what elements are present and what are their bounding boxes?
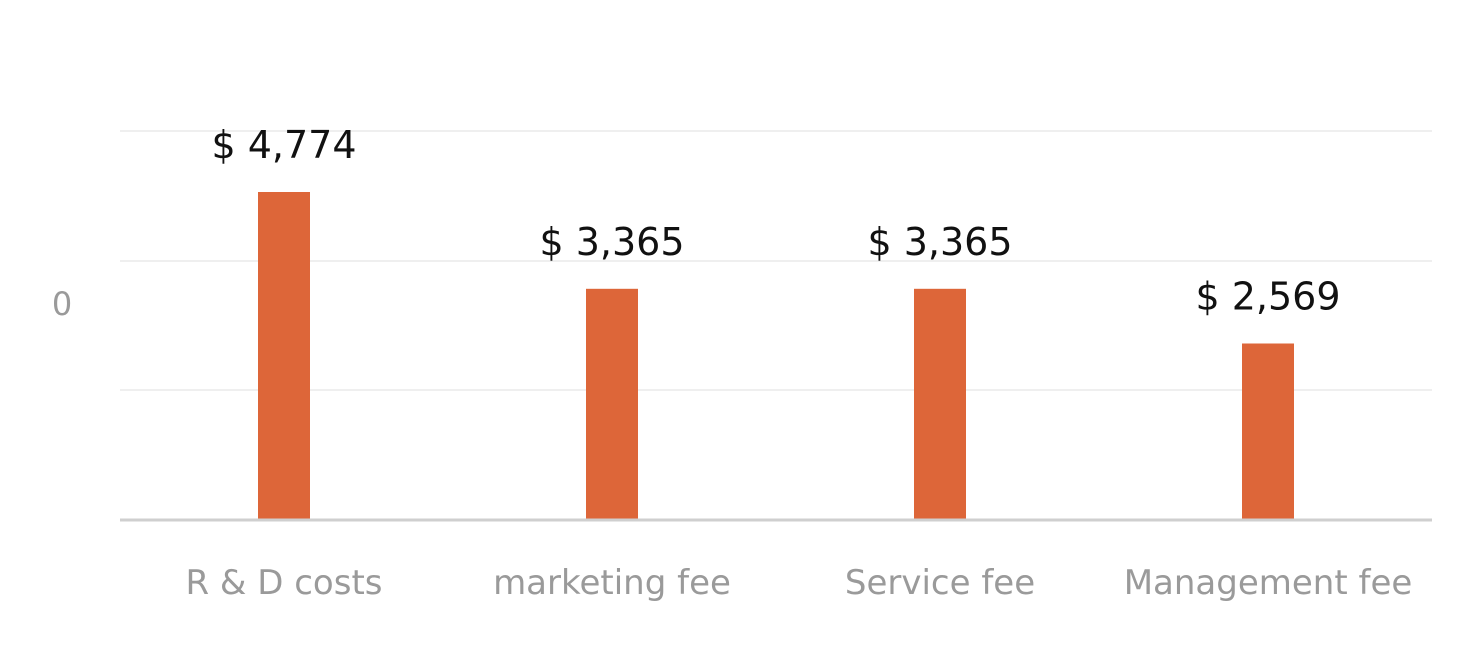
bar [914,288,966,520]
x-axis-tick-label: R & D costs [186,563,383,603]
bar-value-label: $ 4,774 [211,123,356,167]
bar [586,288,638,520]
x-axis-tick-label: marketing fee [493,563,731,603]
bar [258,192,310,520]
bar-value-label: $ 3,365 [539,220,684,264]
y-axis-tick-label: 0 [52,285,72,323]
x-axis-tick-label: Management fee [1124,563,1413,603]
gridlines [120,130,1432,391]
bar-series [258,192,1294,520]
bar [1242,343,1294,520]
bar-value-label: $ 2,569 [1195,274,1340,318]
x-axis-tick-label: Service fee [845,563,1035,603]
bar-value-label: $ 3,365 [867,220,1012,264]
data-labels: $ 4,774 $ 3,365 $ 3,365 $ 2,569 [211,123,1340,318]
x-axis-tick-labels: R & D costs marketing fee Service fee Manag… [186,563,1413,603]
